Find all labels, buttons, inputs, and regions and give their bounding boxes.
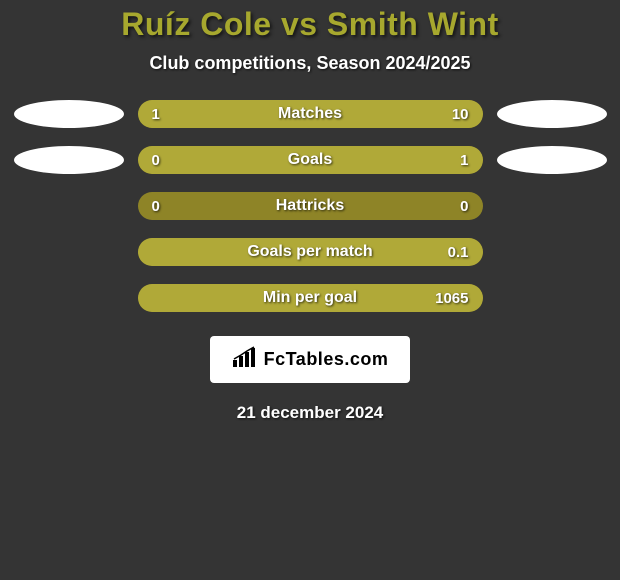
stat-label: Matches — [138, 100, 483, 128]
stat-value-right: 10 — [452, 100, 469, 128]
stat-bar: Hattricks0 0 — [138, 192, 483, 220]
stat-bar: Goals per match0.1 — [138, 238, 483, 266]
stat-row: Matches1 10 — [14, 100, 607, 128]
stat-bar: Goals0 1 — [138, 146, 483, 174]
player-marker-right — [497, 146, 607, 174]
player-marker-left — [14, 100, 124, 128]
stat-value-left: 1 — [152, 100, 160, 128]
spacer — [497, 192, 607, 220]
brand-text: FcTables.com — [264, 349, 389, 370]
chart-icon — [232, 346, 258, 373]
stat-row: Hattricks0 0 — [14, 192, 607, 220]
stat-row: Goals0 1 — [14, 146, 607, 174]
stat-value-right: 0 — [460, 192, 468, 220]
stat-row: Goals per match0.1 — [14, 238, 607, 266]
date-label: 21 december 2024 — [237, 403, 384, 423]
stat-row: Min per goal1065 — [14, 284, 607, 312]
stat-bar: Matches1 10 — [138, 100, 483, 128]
stats-list: Matches110Goals01Hattricks00Goals per ma… — [14, 100, 607, 330]
stat-value-right: 1 — [460, 146, 468, 174]
spacer — [14, 284, 124, 312]
stat-value-right: 1065 — [435, 284, 468, 312]
stat-label: Min per goal — [138, 284, 483, 312]
stat-label: Goals per match — [138, 238, 483, 266]
stat-label: Goals — [138, 146, 483, 174]
stats-comparison-card: Ruíz Cole vs Smith Wint Club competition… — [0, 0, 620, 580]
brand-badge: FcTables.com — [210, 336, 411, 383]
stat-value-left: 0 — [152, 192, 160, 220]
stat-bar: Min per goal1065 — [138, 284, 483, 312]
stat-label: Hattricks — [138, 192, 483, 220]
player-marker-right — [497, 100, 607, 128]
player-marker-left — [14, 146, 124, 174]
stat-value-right: 0.1 — [448, 238, 469, 266]
spacer — [497, 284, 607, 312]
spacer — [497, 238, 607, 266]
page-subtitle: Club competitions, Season 2024/2025 — [149, 53, 470, 74]
stat-value-left: 0 — [152, 146, 160, 174]
page-title: Ruíz Cole vs Smith Wint — [121, 6, 498, 43]
spacer — [14, 238, 124, 266]
spacer — [14, 192, 124, 220]
